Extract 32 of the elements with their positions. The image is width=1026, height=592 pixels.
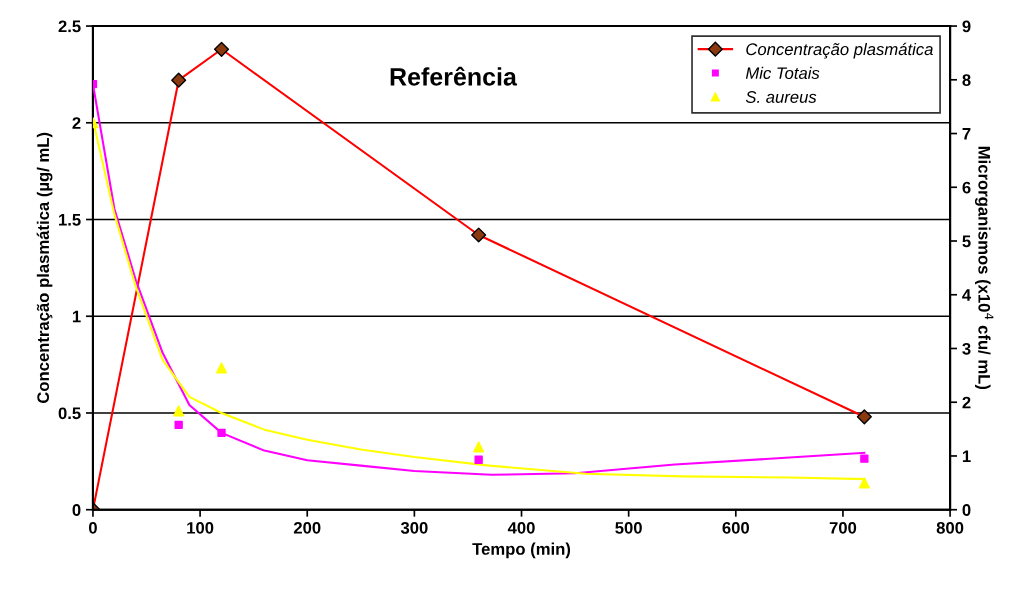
- y2-tick-label: 6: [962, 181, 971, 194]
- y-tick-label: 1: [72, 310, 81, 323]
- y-tick-label: 2.5: [58, 20, 81, 33]
- y2-tick-label: 3: [962, 342, 971, 355]
- y-tick-label: 1.5: [59, 214, 81, 226]
- x-tick-label: 400: [507, 521, 535, 534]
- y-tick-label: 0.5: [58, 407, 81, 420]
- x-tick-label: 800: [936, 521, 964, 534]
- y2-tick-label: 1: [962, 450, 971, 463]
- legend-label: Concentração plasmática: [746, 42, 933, 59]
- x-tick-label: 500: [615, 521, 642, 534]
- y2-axis-title: Microrganismos (x10$^{4}$ cfu/ mL): [974, 146, 994, 390]
- y2-tick-label: 9: [962, 20, 971, 33]
- y2-tick-label: 0: [962, 504, 971, 516]
- y2-tick-label: 4: [962, 289, 972, 301]
- y2-tick-label: 2: [962, 396, 971, 409]
- y-tick-label: 0: [72, 504, 81, 516]
- x-tick-label: 200: [293, 521, 321, 534]
- y2-tick-label: 8: [962, 74, 971, 86]
- legend-label: Mic Totais: [745, 66, 820, 80]
- y-tick-label: 2: [72, 117, 81, 129]
- text: Referência: [390, 66, 518, 86]
- y-axis-title: Concentração plasmática (µg/ mL): [36, 132, 53, 404]
- legend-label: S. aureus: [745, 91, 817, 103]
- y2-tick-label: 7: [962, 128, 971, 140]
- x-tick-label: 700: [829, 521, 857, 534]
- x-tick-label: 600: [722, 521, 750, 534]
- x-tick-label: 100: [187, 521, 214, 534]
- x-axis-title: Tempo (min): [472, 542, 571, 559]
- x-tick-label: 0: [88, 521, 97, 534]
- x-tick-label: 300: [400, 521, 428, 534]
- y2-tick-label: 5: [962, 235, 971, 248]
